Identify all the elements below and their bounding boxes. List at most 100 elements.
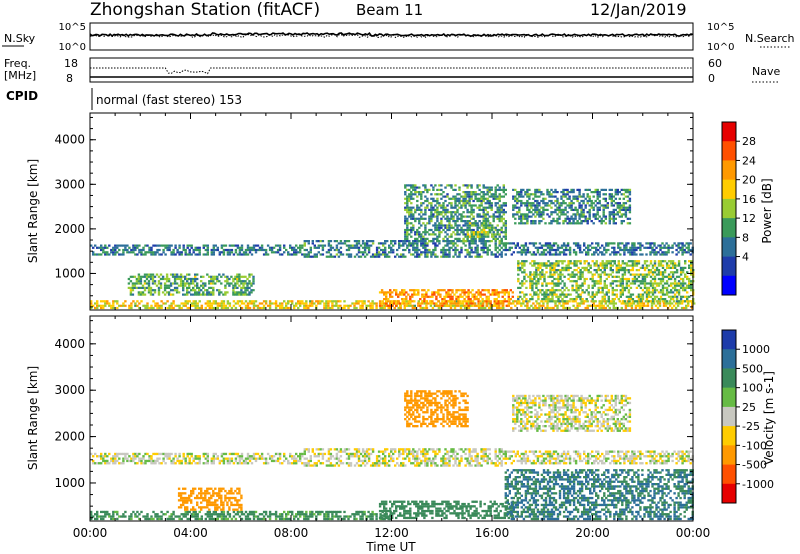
power-cell bbox=[553, 300, 556, 303]
power-cell bbox=[365, 253, 369, 256]
power-cell bbox=[592, 302, 595, 305]
power-cell bbox=[424, 255, 427, 258]
power-cell bbox=[135, 280, 139, 283]
power-cell bbox=[151, 282, 155, 285]
power-cell bbox=[404, 242, 407, 245]
power-cell bbox=[610, 213, 613, 216]
power-cell bbox=[508, 246, 511, 249]
power-cell bbox=[179, 280, 183, 283]
power-cell bbox=[131, 275, 135, 278]
power-cell bbox=[361, 304, 364, 307]
power-cell bbox=[645, 242, 648, 245]
power-cell bbox=[538, 188, 541, 191]
power-cell bbox=[393, 306, 396, 310]
power-cell bbox=[658, 302, 662, 305]
power-cell bbox=[535, 266, 538, 269]
power-cell bbox=[653, 275, 657, 278]
power-cell bbox=[557, 298, 560, 301]
power-cell bbox=[591, 246, 594, 249]
power-cell bbox=[489, 226, 492, 229]
power-cell bbox=[331, 306, 334, 310]
power-cell bbox=[616, 204, 619, 207]
power-cell bbox=[679, 266, 683, 269]
power-cell bbox=[547, 300, 550, 303]
power-cell bbox=[412, 248, 415, 252]
power-cell bbox=[410, 184, 413, 187]
power-cell bbox=[375, 304, 378, 307]
power-cell bbox=[533, 291, 536, 294]
power-cell bbox=[533, 275, 536, 278]
power-cell bbox=[537, 269, 540, 272]
power-cell bbox=[410, 253, 413, 256]
power-cell bbox=[625, 284, 629, 287]
power-cell bbox=[184, 251, 187, 254]
power-cell bbox=[414, 242, 417, 245]
power-cell bbox=[550, 253, 554, 256]
power-cell bbox=[190, 277, 193, 281]
power-cell bbox=[278, 304, 282, 307]
power-cell bbox=[675, 248, 678, 252]
power-cell bbox=[584, 204, 587, 207]
power-cell bbox=[335, 300, 338, 303]
power-cell bbox=[412, 228, 415, 232]
power-cell bbox=[576, 302, 579, 305]
power-cell bbox=[367, 251, 371, 254]
power-cell bbox=[418, 191, 421, 194]
power-cell bbox=[476, 193, 479, 196]
power-cell bbox=[147, 273, 151, 276]
power-cell bbox=[527, 275, 530, 278]
power-cell bbox=[464, 235, 467, 238]
power-cell bbox=[156, 306, 159, 310]
power-cell bbox=[616, 213, 619, 216]
power-cell bbox=[363, 248, 367, 252]
power-cell bbox=[526, 220, 529, 223]
power-cell bbox=[311, 300, 314, 303]
power-cell bbox=[218, 289, 221, 292]
power-cell bbox=[418, 222, 421, 225]
power-cell bbox=[541, 264, 544, 267]
power-cell bbox=[514, 213, 517, 216]
power-cell bbox=[534, 246, 538, 249]
power-cell bbox=[609, 273, 612, 276]
power-cell bbox=[661, 280, 665, 283]
power-cell bbox=[442, 191, 445, 194]
power-cell bbox=[591, 300, 594, 303]
power-cell bbox=[220, 306, 224, 310]
power-cell bbox=[574, 251, 578, 254]
power-cell bbox=[454, 228, 457, 232]
power-cell bbox=[432, 197, 435, 200]
power-cell bbox=[468, 204, 471, 207]
power-cell bbox=[456, 228, 459, 232]
power-cell bbox=[651, 271, 655, 274]
power-cell bbox=[481, 304, 484, 307]
power-cell bbox=[659, 260, 663, 263]
power-cell bbox=[532, 208, 535, 211]
power-cell bbox=[256, 244, 260, 247]
power-cell bbox=[588, 211, 591, 214]
velocity-cell bbox=[258, 457, 262, 460]
power-cell bbox=[420, 217, 423, 220]
power-cell bbox=[521, 260, 524, 263]
power-cell bbox=[650, 306, 654, 310]
velocity-cell bbox=[272, 459, 276, 463]
power-cell bbox=[597, 282, 600, 285]
power-cell bbox=[136, 304, 139, 307]
power-cell bbox=[637, 280, 641, 283]
power-cell bbox=[446, 184, 449, 187]
power-cell bbox=[502, 302, 505, 305]
power-cell bbox=[673, 242, 676, 245]
power-cell bbox=[598, 191, 601, 194]
power-cell bbox=[325, 304, 328, 307]
velocity-cell bbox=[228, 462, 232, 465]
power-cell bbox=[530, 211, 533, 214]
power-cell bbox=[347, 304, 350, 307]
power-cell bbox=[479, 302, 483, 305]
power-cell bbox=[108, 244, 111, 247]
power-cell bbox=[222, 248, 226, 252]
power-cell bbox=[327, 255, 331, 258]
power-cell bbox=[462, 233, 465, 236]
power-cell bbox=[498, 208, 501, 211]
power-cell bbox=[619, 289, 622, 292]
power-cell bbox=[440, 184, 443, 187]
power-cell bbox=[262, 248, 266, 252]
